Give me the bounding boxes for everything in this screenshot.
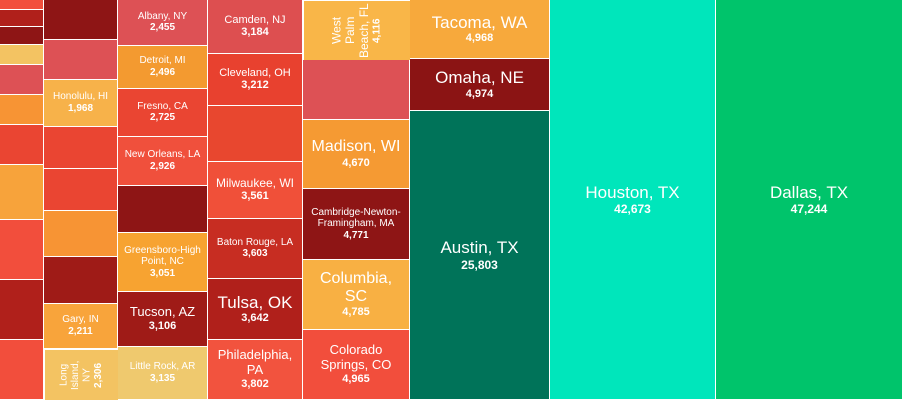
treemap-tile-unlabeled [208,106,303,162]
treemap-tile-unlabeled [0,125,44,165]
treemap-tile-tacoma-wa: Tacoma, WA 4,968 [410,0,550,59]
treemap-tile-unlabeled [0,65,44,95]
treemap-tile-new-orleans-la: New Orleans, LA 2,926 [118,137,208,186]
tile-value: 2,306 [92,362,104,388]
tile-label: Gary, IN [62,314,99,326]
treemap-tile-unlabeled [44,127,118,169]
tile-value: 2,455 [149,22,176,34]
tile-label: Fresno, CA [137,100,188,112]
treemap-tile-unlabeled [0,220,44,280]
tile-value: 4,968 [465,32,494,45]
tile-value: 4,116 [371,18,383,43]
tile-value: 4,965 [342,372,370,385]
treemap-tile-unlabeled [0,95,44,125]
treemap-tile-unlabeled [0,27,44,45]
tile-label: Little Rock, AR [129,361,196,373]
treemap-tile-camden-nj: Camden, NJ 3,184 [208,0,303,54]
tile-label: West Palm Beach, FL [329,3,371,58]
tile-value: 3,802 [241,377,269,390]
tile-label: Detroit, MI [139,55,186,67]
tile-value: 3,051 [149,267,176,279]
treemap-tile-unlabeled [118,186,208,233]
tile-label: Long Island, NY [58,360,93,390]
tile-value: 4,785 [342,306,370,319]
tile-label: Milwaukee, WI [215,175,295,190]
tile-value: 3,561 [241,190,269,203]
treemap-tile-fresno-ca: Fresno, CA 2,725 [118,89,208,137]
tile-value: 3,135 [149,372,176,384]
treemap-tile-houston-tx: Houston, TX 42,673 [550,0,716,400]
treemap-tile-unlabeled [0,0,44,10]
tile-value: 2,725 [149,112,176,124]
tile-label: Austin, TX [440,238,519,258]
treemap-tile-baton-rouge-la: Baton Rouge, LA 3,603 [208,219,303,279]
tile-label: Cleveland, OH [219,66,291,79]
treemap-tile-colorado-springs-co: Colorado Springs, CO 4,965 [303,330,410,400]
tile-value: 3,603 [242,248,268,260]
tile-value: 4,974 [465,87,494,100]
treemap-tile-unlabeled [0,45,44,65]
treemap-tile-albany-ny: Albany, NY 2,455 [118,0,208,46]
tile-label: Dallas, TX [769,182,849,202]
tile-value: 1,968 [67,102,94,114]
tile-value: 4,670 [342,156,370,169]
treemap-tile-gary-in: Gary, IN 2,211 [44,304,118,349]
tile-label: Madison, WI [311,138,401,156]
tile-value: 47,244 [790,202,828,217]
treemap-tile-unlabeled [0,165,44,220]
tile-label: Honolulu, HI [52,91,109,103]
tile-value: 25,803 [461,257,498,272]
tile-value: 2,211 [68,325,93,337]
treemap-tile-unlabeled [44,40,118,80]
treemap-tile-greensboro-high-point-nc: Greensboro-High Point, NC 3,051 [118,233,208,292]
treemap-tile-unlabeled [0,10,44,27]
treemap-tile-long-island-ny: Long Island, NY 2,306 [44,349,118,400]
treemap-tile-west-palm-beach-fl: West Palm Beach, FL 4,116 [303,0,410,60]
tile-label: Tulsa, OK [217,292,293,312]
treemap-tile-milwaukee-wi: Milwaukee, WI 3,561 [208,162,303,219]
treemap-tile-philadelphia-pa: Philadelphia, PA 3,802 [208,340,303,400]
treemap-tile-unlabeled [44,0,118,40]
tile-label: Tucson, AZ [129,303,196,319]
treemap-tile-tulsa-ok: Tulsa, OK 3,642 [208,279,303,340]
tile-label: Camden, NJ [224,13,286,26]
tile-label: Houston, TX [585,182,680,202]
tile-value: 3,184 [241,26,269,39]
tile-label: Philadelphia, PA [217,346,293,377]
tile-label: Greensboro-High Point, NC [124,244,201,268]
tile-value: 3,106 [148,319,177,332]
tile-value: 2,496 [149,66,176,78]
tile-value: 3,212 [241,79,269,92]
tile-label: Baton Rouge, LA [216,236,294,248]
treemap-tile-honolulu-hi: Honolulu, HI 1,968 [44,80,118,127]
treemap-tile-cambridge-newton-framingham-ma: Cambridge-Newton-Framingham, MA 4,771 [303,189,410,260]
treemap-tile-unlabeled [0,280,44,340]
treemap-tile-unlabeled [44,211,118,257]
tile-value: 42,673 [614,202,651,217]
treemap-tile-unlabeled [44,257,118,304]
treemap-tile-tucson-az: Tucson, AZ 3,106 [118,292,208,347]
treemap-tile-cleveland-oh: Cleveland, OH 3,212 [208,54,303,106]
tile-label: Cambridge-Newton-Framingham, MA [311,206,401,230]
tile-label: Tacoma, WA [431,12,528,32]
treemap-tile-unlabeled [303,60,410,120]
tile-value: 2,926 [149,160,176,172]
tile-label: Albany, NY [137,10,188,22]
treemap-tile-detroit-mi: Detroit, MI 2,496 [118,46,208,89]
treemap-tile-little-rock-ar: Little Rock, AR 3,135 [118,347,208,400]
treemap-tile-unlabeled [0,340,44,400]
treemap-tile-omaha-ne: Omaha, NE 4,974 [410,59,550,111]
tile-label: New Orleans, LA [124,149,201,161]
tile-value: 3,642 [241,312,269,325]
tile-label: Omaha, NE [435,68,524,88]
treemap-tile-austin-tx: Austin, TX 25,803 [410,111,550,400]
treemap-tile-dallas-tx: Dallas, TX 47,244 [716,0,903,400]
treemap-tile-columbia-sc: Columbia, SC 4,785 [303,260,410,330]
treemap-tile-unlabeled [44,169,118,211]
tile-label: Columbia, SC [319,269,393,305]
tile-label: Colorado Springs, CO [320,341,392,372]
treemap-tile-madison-wi: Madison, WI 4,670 [303,120,410,189]
tile-value: 4,771 [343,229,369,241]
